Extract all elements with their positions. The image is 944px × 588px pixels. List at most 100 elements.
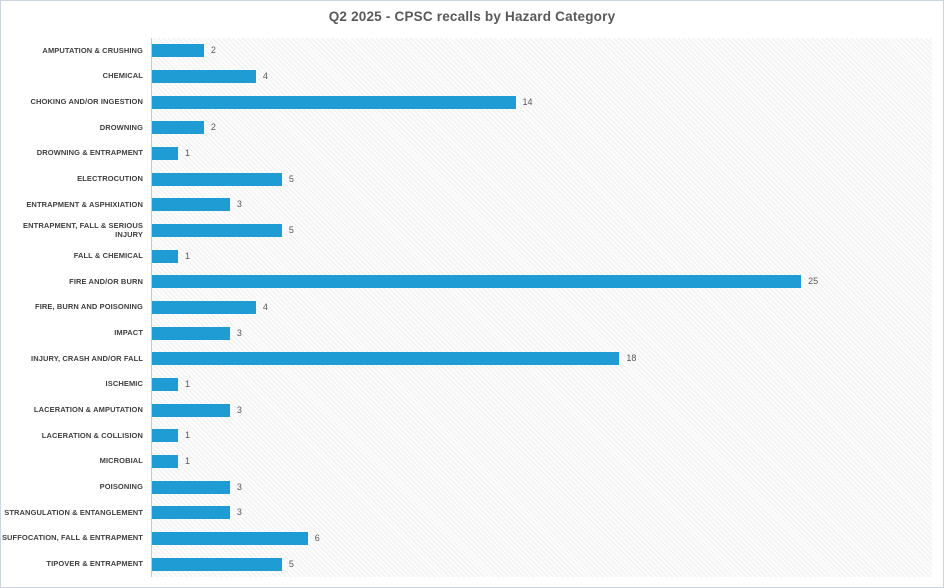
bar-track: 3 — [152, 320, 931, 346]
category-label: TIPOVER & ENTRAPMENT — [46, 559, 143, 569]
category-label: POISONING — [99, 482, 143, 492]
value-label: 25 — [808, 276, 819, 287]
bar-track: 3 — [152, 192, 931, 218]
value-label: 3 — [236, 481, 242, 492]
value-label: 3 — [236, 507, 242, 518]
bar-track: 14 — [152, 89, 931, 115]
bar — [152, 506, 230, 520]
bar-track: 18 — [152, 346, 931, 372]
chart-row: TIPOVER & ENTRAPMENT 5 — [1, 551, 943, 577]
value-label: 1 — [184, 456, 190, 467]
bar — [152, 44, 204, 58]
value-label: 1 — [184, 148, 190, 159]
value-label: 6 — [314, 533, 320, 544]
category-label: ENTRAPMENT & ASPHIXIATION — [26, 199, 143, 209]
chart-row: FALL & CHEMICAL 1 — [1, 243, 943, 269]
bar-track: 3 — [152, 474, 931, 500]
bar-track: 1 — [152, 372, 931, 398]
bar — [152, 352, 620, 366]
chart-row: MICROBIAL 1 — [1, 449, 943, 475]
category-label: ELECTROCUTION — [77, 174, 143, 184]
value-label: 1 — [184, 250, 190, 261]
bar — [152, 172, 282, 186]
chart-row: FIRE AND/OR BURN 25 — [1, 269, 943, 295]
category-label: ISCHEMIC — [105, 379, 143, 389]
bar-track: 1 — [152, 423, 931, 449]
bar-track: 5 — [152, 166, 931, 192]
bar-track: 25 — [152, 269, 931, 295]
bar — [152, 403, 230, 417]
bar — [152, 557, 282, 571]
bar-track: 1 — [152, 243, 931, 269]
bar — [152, 70, 256, 83]
category-label: STRANGULATION & ENTANGLEMENT — [4, 507, 143, 517]
bar — [152, 429, 178, 443]
bar — [152, 249, 178, 263]
bar-track: 4 — [152, 64, 931, 90]
category-label: DROWNING — [99, 122, 143, 132]
chart-row: ISCHEMIC 1 — [1, 372, 943, 398]
category-label: MICROBIAL — [99, 456, 143, 466]
bar — [152, 455, 178, 469]
bar-track: 3 — [152, 500, 931, 526]
category-label: CHEMICAL — [102, 71, 143, 81]
value-label: 18 — [626, 353, 637, 364]
chart-row: POISONING 3 — [1, 474, 943, 500]
bar — [152, 275, 802, 289]
bar — [152, 121, 204, 135]
value-label: 2 — [210, 122, 216, 133]
category-label: DROWNING & ENTRAPMENT — [36, 148, 143, 158]
plot-area — [151, 38, 932, 577]
value-label: 2 — [210, 45, 216, 56]
category-label: FALL & CHEMICAL — [73, 251, 143, 261]
chart-row: INJURY, CRASH AND/OR FALL 18 — [1, 346, 943, 372]
chart-row: CHOKING AND/OR INGESTION 14 — [1, 89, 943, 115]
chart-row: LACERATION & AMPUTATION 3 — [1, 397, 943, 423]
category-label: FIRE, BURN AND POISONING — [35, 302, 143, 312]
chart-row: LACERATION & COLLISION 1 — [1, 423, 943, 449]
category-label: ENTRAPMENT, FALL & SERIOUS INJURY — [23, 221, 143, 239]
chart-row: DROWNING & ENTRAPMENT 1 — [1, 141, 943, 167]
chart-row: ENTRAPMENT, FALL & SERIOUS INJURY 5 — [1, 218, 943, 244]
value-label: 4 — [262, 71, 268, 81]
category-label: AMPUTATION & CRUSHING — [42, 45, 143, 55]
bar-track: 4 — [152, 295, 931, 321]
bar — [152, 378, 178, 392]
bar — [152, 198, 230, 212]
chart-row: AMPUTATION & CRUSHING 2 — [1, 38, 943, 64]
bar — [152, 480, 230, 494]
bar — [152, 326, 230, 340]
chart-row: DROWNING 2 — [1, 115, 943, 141]
chart-title: Q2 2025 - CPSC recalls by Hazard Categor… — [328, 9, 616, 24]
chart-row: STRANGULATION & ENTANGLEMENT 3 — [1, 500, 943, 526]
bar — [152, 224, 282, 238]
value-label: 5 — [288, 225, 294, 236]
category-label: LACERATION & COLLISION — [41, 430, 143, 440]
category-label: CHOKING AND/OR INGESTION — [30, 97, 143, 107]
bar — [152, 95, 516, 109]
bar-track: 1 — [152, 449, 931, 475]
value-label: 14 — [522, 96, 533, 107]
chart-rows: AMPUTATION & CRUSHING 2 CHEMICAL 4 CHOKI… — [1, 38, 943, 577]
chart-row: ELECTROCUTION 5 — [1, 166, 943, 192]
value-label: 5 — [288, 173, 294, 184]
bar-track: 3 — [152, 397, 931, 423]
bar-track: 2 — [152, 38, 931, 64]
bar — [152, 532, 308, 546]
chart-row: CHEMICAL 4 — [1, 64, 943, 90]
chart-row: ENTRAPMENT & ASPHIXIATION 3 — [1, 192, 943, 218]
bar-track: 5 — [152, 551, 931, 577]
value-label: 1 — [184, 379, 190, 390]
bar — [152, 301, 256, 315]
value-label: 4 — [262, 302, 268, 313]
value-label: 5 — [288, 558, 294, 569]
value-label: 3 — [236, 404, 242, 415]
chart-row: FIRE, BURN AND POISONING 4 — [1, 295, 943, 321]
bar-track: 6 — [152, 526, 931, 552]
chart-row: IMPACT 3 — [1, 320, 943, 346]
bar-track: 5 — [152, 218, 931, 244]
category-label: LACERATION & AMPUTATION — [33, 405, 143, 415]
chart-row: SUFFOCATION, FALL & ENTRAPMENT 6 — [1, 526, 943, 552]
value-label: 3 — [236, 199, 242, 210]
